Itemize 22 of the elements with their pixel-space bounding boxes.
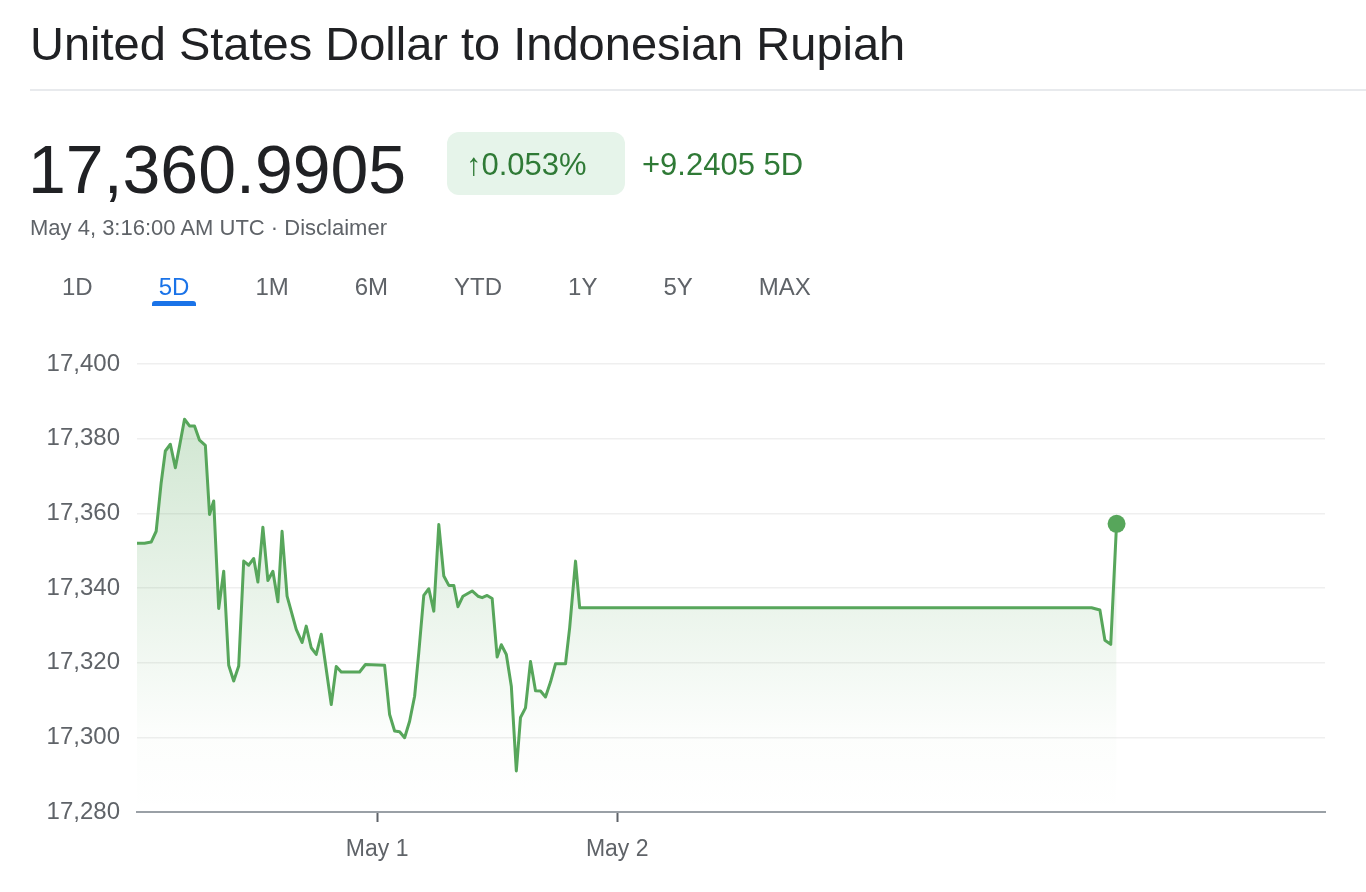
y-tick-label: 17,360 <box>46 497 120 525</box>
text: May 4, 3:16:00 AM UTC · Disclaimer <box>30 215 387 240</box>
text: 5Y <box>663 273 693 300</box>
x-tick-label: May 2 <box>585 835 649 862</box>
text: 17,360.9905 <box>28 131 407 207</box>
y-tick-label: 17,380 <box>46 423 120 451</box>
y-tick-label: 17,280 <box>46 796 120 824</box>
text: 1M <box>255 273 289 300</box>
text: 1Y <box>568 273 598 300</box>
text: ↑0.053% <box>466 147 587 182</box>
x-tick-label: May 1 <box>345 835 409 862</box>
y-tick-label: 17,400 <box>46 348 120 376</box>
text: YTD <box>454 273 503 300</box>
text: 5D <box>158 273 190 300</box>
text: MAX <box>758 273 811 300</box>
y-tick-label: 17,320 <box>46 647 120 675</box>
y-tick-label: 17,340 <box>46 572 120 600</box>
text: 1D <box>62 273 93 300</box>
text: 6M <box>354 273 389 300</box>
chart-title: United States Dollar to Indonesian Rupiah <box>30 17 906 70</box>
y-tick-label: 17,300 <box>46 721 120 749</box>
text: +9.2405 5D <box>642 147 804 182</box>
